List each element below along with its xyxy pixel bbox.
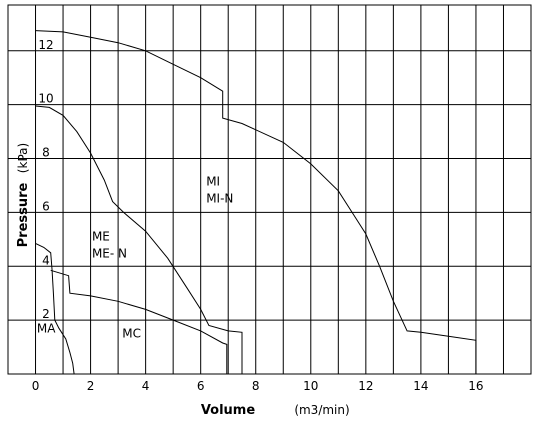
y-axis-title: Pressure	[16, 182, 31, 247]
series-line-mi	[35, 30, 477, 374]
x-tick-label: 16	[468, 379, 483, 393]
tick-labels: 0 2 4 6 8 10 12 14 16 2 4 6 8 10 12	[32, 38, 484, 393]
plot-frame	[7, 4, 532, 375]
curve-labels: MA MC ME ME- N MI MI-N	[37, 174, 233, 340]
x-axis-unit: (m3/min)	[294, 403, 349, 417]
series-label: MI MI-N	[206, 174, 233, 205]
series-label: ME ME- N	[92, 230, 127, 261]
y-axis-unit: (kPa)	[16, 143, 30, 173]
series-label: MC	[122, 327, 141, 341]
x-tick-label: 14	[413, 379, 428, 393]
x-tick-label: 2	[87, 379, 95, 393]
y-tick-label: 2	[42, 307, 50, 321]
x-tick-label: 0	[32, 379, 40, 393]
y-tick-label: 8	[42, 146, 50, 160]
x-tick-label: 4	[142, 379, 150, 393]
series-label: MA	[37, 321, 56, 335]
y-tick-label: 10	[38, 92, 53, 106]
x-tick-label: 12	[358, 379, 373, 393]
y-tick-label: 12	[38, 38, 53, 52]
y-tick-label: 6	[42, 199, 50, 213]
x-tick-label: 6	[197, 379, 205, 393]
grid-lines	[7, 4, 532, 375]
series-line-mc	[50, 269, 228, 374]
curves	[35, 30, 477, 375]
x-tick-label: 8	[252, 379, 260, 393]
series-line-me	[35, 105, 243, 374]
series-line-ma	[35, 242, 75, 375]
x-axis-title: Volume	[201, 403, 256, 418]
y-tick-label: 4	[42, 253, 50, 267]
x-tick-label: 10	[303, 379, 318, 393]
